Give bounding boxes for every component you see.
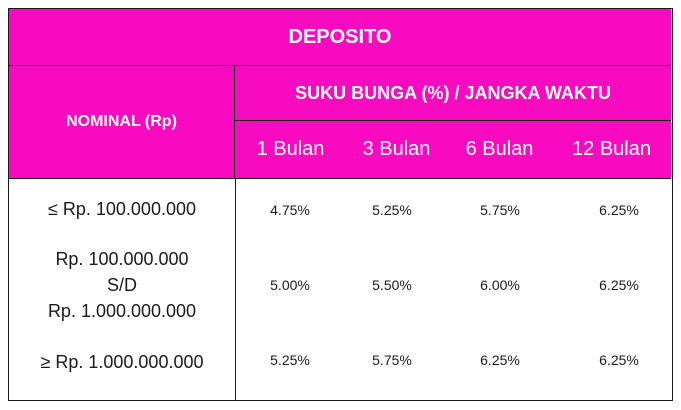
rate-cell: 5.25% [270, 352, 310, 368]
nominal-line: ≤ Rp. 100.000.000 [48, 199, 196, 219]
period-header-6: 6 Bulan [447, 121, 552, 178]
nominal-line: S/D [106, 275, 137, 295]
nominal-line: ≥ Rp. 1.000.000.000 [40, 352, 204, 372]
period-header-3: 3 Bulan [346, 121, 447, 178]
period-header-12: 12 Bulan [552, 121, 671, 178]
rate-cell: 4.75% [270, 202, 310, 218]
deposit-rate-table: DEPOSITO NOMINAL (Rp) SUKU BUNGA (%) / J… [8, 8, 673, 401]
rate-cell: 5.00% [270, 277, 310, 293]
nominal-cell: ≤ Rp. 100.000.000 [9, 196, 235, 222]
nominal-cell: Rp. 100.000.000 S/D Rp. 1.000.000.000 [9, 246, 235, 324]
nominal-line: Rp. 100.000.000 [55, 249, 189, 269]
nominal-cell: ≥ Rp. 1.000.000.000 [9, 349, 235, 375]
rate-cell: 6.25% [599, 277, 639, 293]
column-divider [235, 178, 236, 400]
rate-cell: 5.75% [372, 352, 412, 368]
table-title: DEPOSITO [9, 9, 671, 66]
rate-cell: 6.00% [480, 277, 520, 293]
rate-cell: 5.25% [372, 202, 412, 218]
nominal-column-header: NOMINAL (Rp) [9, 66, 235, 178]
rate-cell: 6.25% [599, 352, 639, 368]
rate-cell: 6.25% [599, 202, 639, 218]
rate-column-header: SUKU BUNGA (%) / JANGKA WAKTU [235, 66, 671, 121]
nominal-line: Rp. 1.000.000.000 [47, 301, 197, 321]
rate-cell: 5.50% [372, 277, 412, 293]
rate-cell: 5.75% [480, 202, 520, 218]
period-header-1: 1 Bulan [235, 121, 346, 178]
header-divider [9, 178, 671, 179]
rate-cell: 6.25% [480, 352, 520, 368]
